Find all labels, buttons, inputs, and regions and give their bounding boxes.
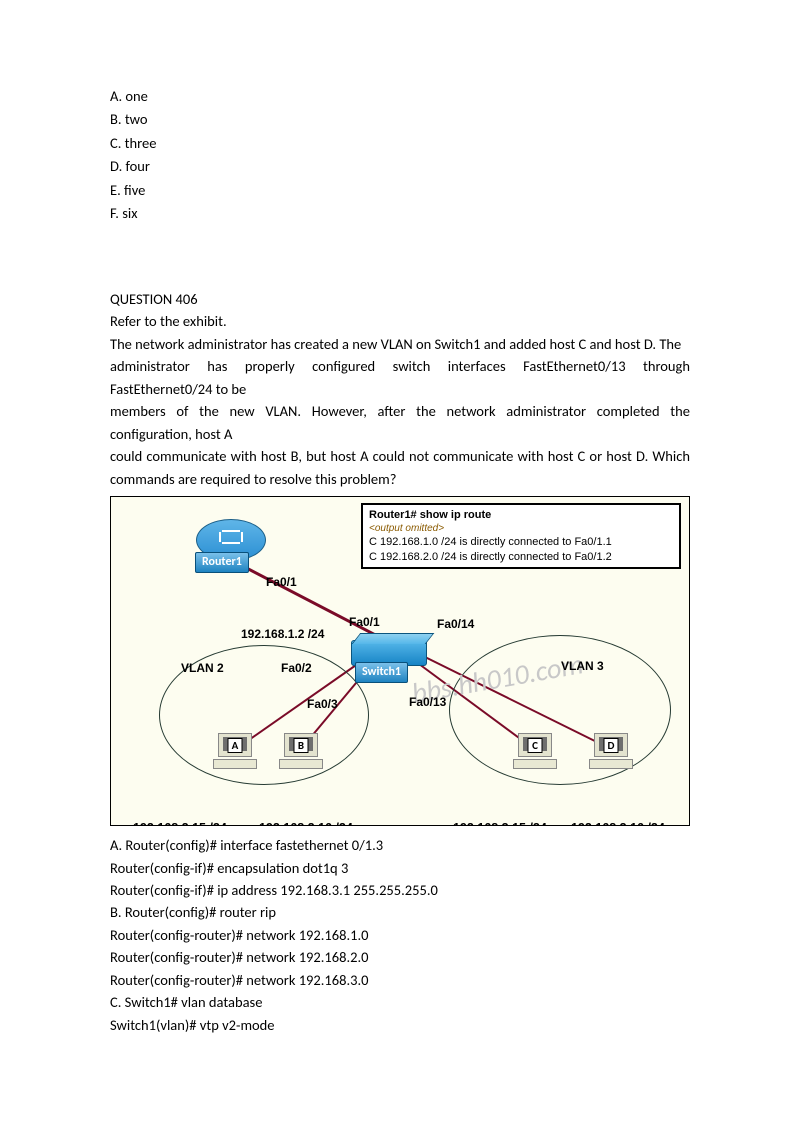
lbl-vlan2: VLAN 2 xyxy=(181,659,224,678)
lbl-vlan3: VLAN 3 xyxy=(561,657,604,676)
router-label: Router1 xyxy=(195,552,249,573)
question-number: QUESTION 406 xyxy=(110,288,690,310)
option-b: B. two xyxy=(110,108,690,130)
option-a: A. one xyxy=(110,85,690,107)
host-a-tag: A xyxy=(228,738,243,753)
exhibit-diagram: Router1# show ip route <output omitted> … xyxy=(110,496,690,826)
option-f: F. six xyxy=(110,202,690,224)
switch-label: Switch1 xyxy=(355,662,408,683)
ans-c-1: C. Switch1# vlan database xyxy=(110,991,690,1013)
question-p2: administrator has properly configured sw… xyxy=(110,355,690,400)
ans-b-3: Router(config-router)# network 192.168.2… xyxy=(110,946,690,968)
ip-a: 192.168.2.15 /24 xyxy=(133,819,227,826)
question-p4: could communicate with host B, but host … xyxy=(110,445,690,490)
lbl-fa01-router: Fa0/1 xyxy=(266,573,297,592)
host-d: D xyxy=(589,733,633,773)
option-c: C. three xyxy=(110,132,690,154)
host-a: A xyxy=(213,733,257,773)
lbl-sw-ip: 192.168.1.2 /24 xyxy=(241,625,324,644)
option-e: E. five xyxy=(110,179,690,201)
ans-a-1: A. Router(config)# interface fastetherne… xyxy=(110,834,690,856)
ans-a-3: Router(config-if)# ip address 192.168.3.… xyxy=(110,879,690,901)
lbl-fa014: Fa0/14 xyxy=(437,615,474,634)
question-refer: Refer to the exhibit. xyxy=(110,310,690,332)
ans-c-2: Switch1(vlan)# vtp v2-mode xyxy=(110,1014,690,1036)
lbl-fa01-switch: Fa0/1 xyxy=(349,613,380,632)
host-c: C xyxy=(513,733,557,773)
host-d-tag: D xyxy=(604,738,619,753)
ans-b-1: B. Router(config)# router rip xyxy=(110,901,690,923)
ip-c: 192.168.3.15 /24 xyxy=(453,819,547,826)
lbl-fa02: Fa0/2 xyxy=(281,659,312,678)
ip-d: 192.168.3.16 /24 xyxy=(571,819,665,826)
host-b-tag: B xyxy=(294,738,309,753)
ans-b-4: Router(config-router)# network 192.168.3… xyxy=(110,969,690,991)
vlan3-oval xyxy=(449,635,671,785)
option-d: D. four xyxy=(110,155,690,177)
lbl-fa03: Fa0/3 xyxy=(307,695,338,714)
question-p3: members of the new VLAN. However, after … xyxy=(110,400,690,445)
host-c-tag: C xyxy=(528,738,543,753)
ip-b: 192.168.2.16 /24 xyxy=(259,819,353,826)
ans-a-2: Router(config-if)# encapsulation dot1q 3 xyxy=(110,857,690,879)
host-b: B xyxy=(279,733,323,773)
question-p1: The network administrator has created a … xyxy=(110,333,690,355)
ans-b-2: Router(config-router)# network 192.168.1… xyxy=(110,924,690,946)
lbl-fa013: Fa0/13 xyxy=(409,693,446,712)
